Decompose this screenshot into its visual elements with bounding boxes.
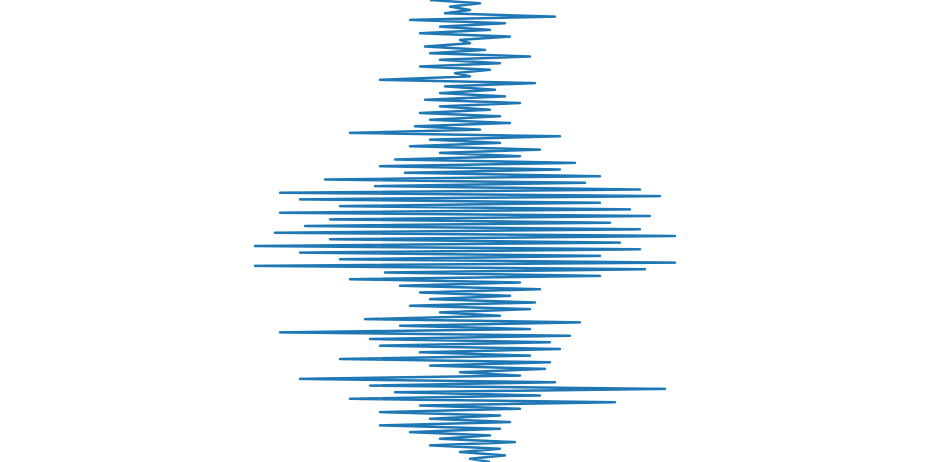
data-line	[253, 0, 677, 462]
